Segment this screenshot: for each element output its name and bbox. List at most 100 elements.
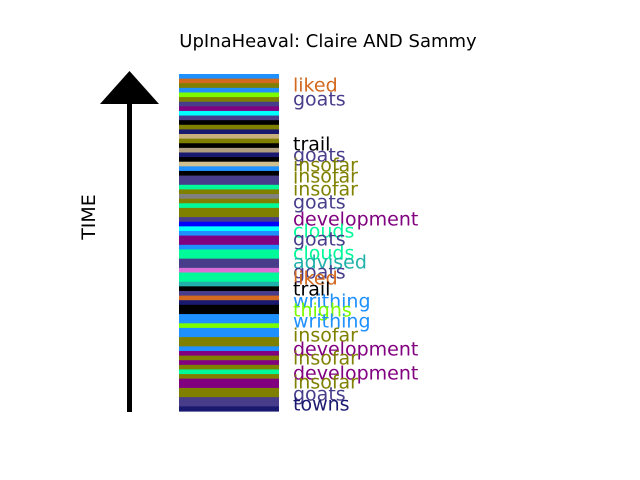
word-label: insofar xyxy=(293,155,358,177)
color-bar xyxy=(179,272,279,278)
color-bar xyxy=(179,138,279,144)
color-bar xyxy=(179,327,279,334)
color-bar xyxy=(179,120,279,126)
color-bar xyxy=(179,378,279,384)
color-bar xyxy=(179,369,279,375)
color-bar xyxy=(179,346,279,352)
color-bar xyxy=(179,115,279,121)
color-bar xyxy=(179,152,279,158)
color-bar xyxy=(179,263,279,269)
color-bar xyxy=(179,161,279,167)
word-label: advised xyxy=(293,252,367,274)
color-bar xyxy=(179,175,279,181)
color-bar xyxy=(179,337,279,343)
color-bar xyxy=(179,332,279,338)
color-bar xyxy=(179,203,279,209)
color-bar xyxy=(179,281,279,287)
color-bar xyxy=(179,235,279,241)
color-bar xyxy=(179,254,279,260)
color-bar xyxy=(179,277,279,283)
color-bar xyxy=(179,355,279,361)
color-bar xyxy=(179,295,279,301)
color-bar xyxy=(179,74,279,80)
color-bar xyxy=(179,101,279,107)
color-bar xyxy=(179,198,279,204)
word-label: goats xyxy=(293,262,346,284)
word-label: writhing xyxy=(293,311,371,333)
word-label: goats xyxy=(293,89,346,111)
color-bar xyxy=(179,401,279,407)
color-bar xyxy=(179,244,279,251)
word-label: trail xyxy=(293,279,330,301)
word-label: towns xyxy=(293,394,350,416)
chart-title: UpInaHeaval: Claire AND Sammy xyxy=(179,31,477,52)
color-bar xyxy=(179,110,279,117)
word-label: clouds xyxy=(293,221,354,243)
color-bar xyxy=(179,170,279,177)
color-bar xyxy=(179,364,279,371)
color-bar xyxy=(179,147,279,154)
color-bar xyxy=(179,290,279,297)
word-label: liked xyxy=(293,268,338,290)
color-bar xyxy=(179,78,279,84)
color-bar xyxy=(179,97,279,103)
word-label: liked xyxy=(293,75,338,97)
color-bar xyxy=(179,180,279,186)
color-bar xyxy=(179,387,279,394)
color-bar xyxy=(179,221,279,227)
word-label: insofar xyxy=(293,179,358,201)
color-bar xyxy=(179,304,279,311)
time-arrow-head xyxy=(100,71,159,104)
word-label: trail xyxy=(293,134,330,156)
color-bar xyxy=(179,397,279,403)
time-arrow xyxy=(100,71,159,412)
word-label: development xyxy=(293,209,418,231)
word-label: insofar xyxy=(293,166,358,188)
word-label: insofar xyxy=(293,325,358,347)
color-bar xyxy=(179,240,279,246)
color-bar xyxy=(179,83,279,89)
word-label: goats xyxy=(293,384,346,406)
color-bar xyxy=(179,383,279,389)
color-bar xyxy=(179,286,279,292)
color-bar xyxy=(179,134,279,140)
color-bar xyxy=(179,230,279,237)
color-bar xyxy=(179,318,279,324)
color-bar xyxy=(179,194,279,200)
color-bar xyxy=(179,258,279,264)
color-bar xyxy=(179,249,279,255)
color-bar xyxy=(179,392,279,398)
color-bar xyxy=(179,207,279,214)
color-bar xyxy=(179,267,279,274)
color-bar xyxy=(179,87,279,94)
color-bar xyxy=(179,189,279,195)
color-bar xyxy=(179,217,279,223)
word-label: insofar xyxy=(293,348,358,370)
color-bar xyxy=(179,129,279,135)
color-bar xyxy=(179,143,279,149)
color-bar xyxy=(179,314,279,320)
word-label: writhing xyxy=(293,291,371,313)
word-label: development xyxy=(293,339,418,361)
word-label: goats xyxy=(293,229,346,251)
word-label: goats xyxy=(293,145,346,167)
word-labels: likedgoatstrailgoatsinsofarinsofarinsofa… xyxy=(293,75,418,416)
color-bar xyxy=(179,212,279,218)
word-label: goats xyxy=(293,192,346,214)
color-bar xyxy=(179,309,279,315)
color-bar xyxy=(179,226,279,232)
word-label: thighs xyxy=(293,300,352,322)
color-bar xyxy=(179,406,279,412)
color-bar xyxy=(179,166,279,172)
color-bar xyxy=(179,184,279,191)
word-label: insofar xyxy=(293,372,358,394)
word-label: clouds xyxy=(293,243,354,265)
word-label: development xyxy=(293,363,418,385)
color-bar xyxy=(179,350,279,357)
color-bar xyxy=(179,360,279,366)
color-bar xyxy=(179,341,279,347)
color-bar xyxy=(179,157,279,163)
color-bar xyxy=(179,323,279,329)
color-bar xyxy=(179,374,279,380)
